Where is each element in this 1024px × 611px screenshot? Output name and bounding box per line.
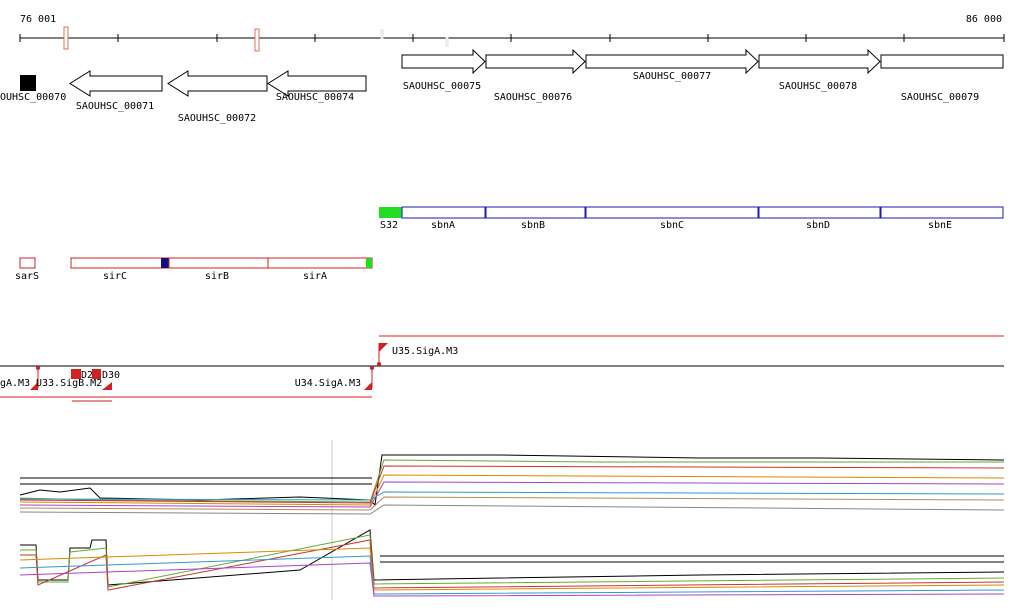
- transcript-track: U35.SigA.M3 gA.M3 U33.SigB.M2 D2 D30 U34…: [0, 335, 1004, 402]
- transcript-label: U34.SigA.M3: [295, 378, 361, 389]
- operon-track: S32 sbnA sbnB sbnC sbnD sbnE: [379, 206, 1004, 231]
- gene-label: SAOUHSC_00077: [633, 71, 711, 82]
- gene-label: SAOUHSC_00071: [76, 101, 154, 112]
- transcript-label: U33.SigB.M2: [36, 378, 102, 389]
- gene-label: SAOUHSC_00075: [403, 81, 481, 92]
- gene-label: OUHSC_00070: [0, 92, 66, 103]
- region-label: sirB: [205, 271, 229, 282]
- region-track: sarS sirC sirB sirA: [15, 257, 373, 282]
- region-label: sirA: [303, 271, 327, 282]
- gene-label: SAOUHSC_00074: [276, 92, 354, 103]
- expression-traces: [19, 440, 1005, 600]
- gene-label: SAOUHSC_00076: [494, 92, 572, 103]
- gene-track: OUHSC_00070 SAOUHSC_00071 SAOUHSC_00072 …: [0, 48, 1004, 124]
- transcript-label: U35.SigA.M3: [392, 346, 458, 357]
- transcript-label: D2: [81, 370, 93, 381]
- gene-label: SAOUHSC_00079: [901, 92, 979, 103]
- region-label: sirC: [103, 271, 127, 282]
- ruler-start: 76 001: [20, 14, 56, 25]
- transcript-label: gA.M3: [0, 378, 30, 389]
- transcript-label: D30: [102, 370, 120, 381]
- operon-label: sbnB: [521, 220, 545, 231]
- ruler: 76 001 86 000: [19, 14, 1005, 52]
- operon-label: S32: [380, 220, 398, 231]
- operon-label: sbnE: [928, 220, 952, 231]
- operon-label: sbnA: [431, 220, 455, 231]
- region-label: sarS: [15, 271, 39, 282]
- ruler-end: 86 000: [966, 14, 1002, 25]
- operon-label: sbnD: [806, 220, 830, 231]
- gene-label: SAOUHSC_00072: [178, 113, 256, 124]
- operon-label: sbnC: [660, 220, 684, 231]
- gene-label: SAOUHSC_00078: [779, 81, 857, 92]
